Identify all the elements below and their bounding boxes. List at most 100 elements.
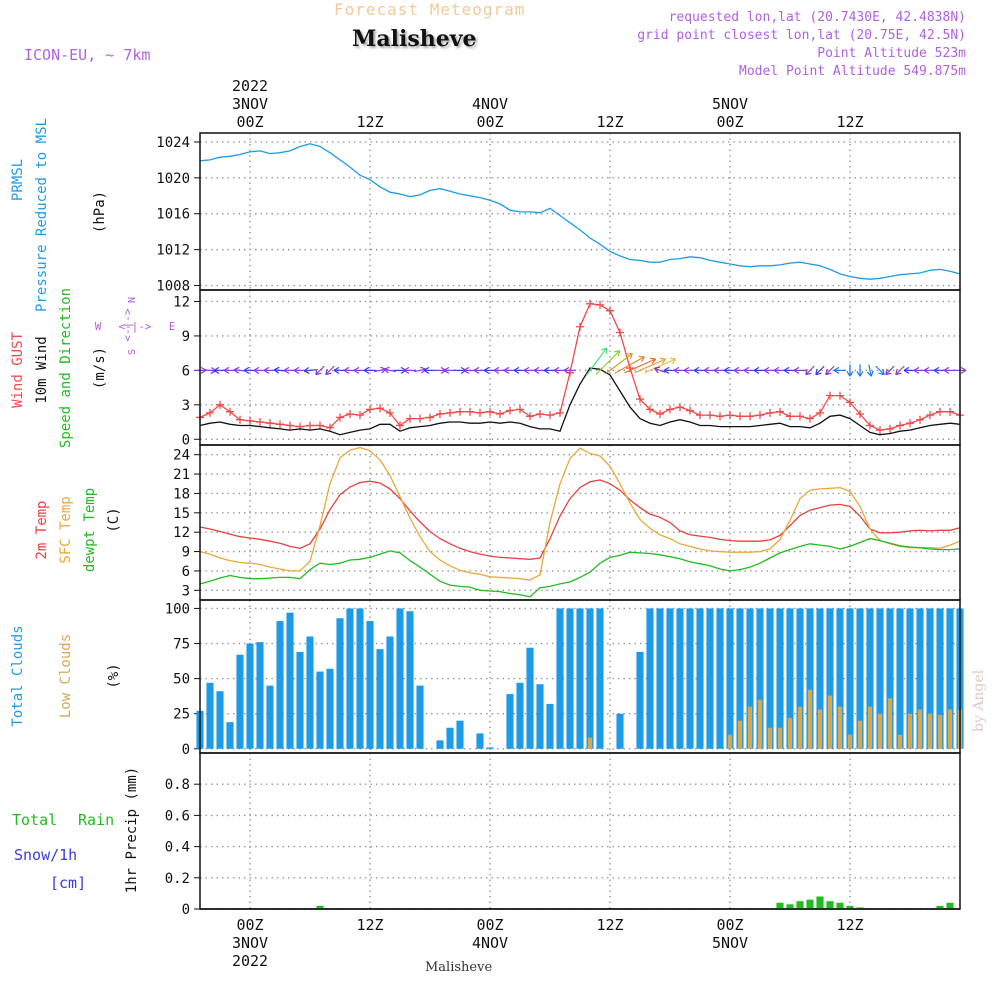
gust-marker bbox=[916, 415, 924, 424]
gust-marker bbox=[536, 410, 544, 418]
wind-arrow-head bbox=[483, 366, 490, 374]
wind-arrow-head bbox=[553, 366, 560, 374]
wind-arrow bbox=[315, 365, 325, 376]
top-date-label: 2022 bbox=[232, 77, 268, 95]
cloud-low-bar bbox=[777, 727, 783, 749]
precip-bar bbox=[816, 896, 824, 909]
gust-marker bbox=[666, 405, 674, 414]
panel-temperature: 3 6 9 12 15 18 21 24 bbox=[173, 445, 961, 600]
wind-arrow-head bbox=[723, 366, 730, 374]
wind-arrow-head bbox=[649, 357, 657, 365]
cloud-total-bar bbox=[556, 608, 564, 749]
precip-bar bbox=[796, 901, 804, 909]
y-tick-label: 0.2 bbox=[165, 871, 190, 887]
cloud-total-bar bbox=[666, 608, 674, 749]
wind-arrow-head bbox=[913, 366, 920, 374]
cloud-total-bar bbox=[926, 608, 934, 749]
gust-marker bbox=[796, 412, 804, 421]
cloud-total-bar bbox=[616, 713, 624, 749]
cloud-low-bar bbox=[837, 706, 843, 749]
gust-marker bbox=[766, 408, 774, 417]
cloud-total-bar bbox=[356, 608, 364, 749]
bottom-date-label: 12Z bbox=[356, 916, 383, 934]
wind-arrow-head bbox=[846, 371, 854, 377]
gust-marker bbox=[646, 405, 654, 414]
cloud-total-bar bbox=[576, 608, 584, 749]
precip-bar bbox=[946, 902, 954, 909]
panel-frame bbox=[199, 132, 961, 291]
gust-marker bbox=[886, 424, 894, 433]
grid-point-coords: grid point closest lon,lat (20.75E, 42.5… bbox=[637, 28, 966, 43]
bottom-date-label: 3NOV bbox=[232, 934, 268, 952]
bottom-date-label: 12Z bbox=[836, 916, 863, 934]
temp-2m-label: 2m Temp bbox=[34, 500, 50, 559]
wind-arrow bbox=[303, 369, 317, 372]
gust-marker bbox=[436, 410, 444, 418]
panel-frame bbox=[199, 752, 961, 910]
gust-marker bbox=[516, 405, 524, 414]
y-tick-label: 100 bbox=[165, 601, 190, 617]
gust-marker bbox=[686, 406, 694, 415]
wind-arrow-head bbox=[683, 366, 690, 374]
cloud-total-bar bbox=[526, 647, 534, 749]
gust-marker bbox=[696, 411, 704, 420]
low-clouds-label: Low Clouds bbox=[58, 634, 74, 718]
y-tick-label: 0 bbox=[182, 742, 190, 758]
cloud-total-bar bbox=[566, 608, 574, 749]
cloud-total-bar bbox=[686, 608, 694, 749]
gust-marker bbox=[376, 404, 384, 413]
cloud-total-bar bbox=[946, 608, 954, 749]
wind-10m-label: 10m Wind bbox=[34, 336, 50, 403]
wind-arrow-head bbox=[283, 366, 290, 374]
gust-marker bbox=[206, 408, 214, 417]
y-tick-label: 0.6 bbox=[165, 808, 190, 824]
wind-arrow-head bbox=[773, 366, 780, 374]
cloud-low-bar bbox=[877, 713, 883, 749]
precip-total-label: Total bbox=[12, 811, 57, 829]
wind-arrow-head bbox=[903, 366, 910, 374]
gust-marker bbox=[616, 328, 624, 337]
total-clouds-label: Total Clouds bbox=[10, 625, 26, 726]
wind-line bbox=[199, 367, 961, 436]
gust-marker bbox=[856, 410, 864, 418]
temp-sfc-line bbox=[199, 446, 961, 581]
panel-wind: 0 3 6 9 12 N S W E <-|-><-|-> bbox=[95, 290, 967, 448]
cloud-total-bar bbox=[236, 654, 244, 749]
gust-marker bbox=[876, 426, 884, 435]
cloud-total-bar bbox=[326, 668, 334, 749]
gust-marker bbox=[746, 412, 754, 421]
y-tick-label: 6 bbox=[182, 564, 190, 580]
cloud-total-bar bbox=[636, 651, 644, 749]
wind-arrow-head bbox=[783, 366, 790, 374]
panel-clouds: 0 25 50 75 100 bbox=[165, 600, 964, 758]
cloud-total-bar bbox=[286, 612, 294, 749]
cloud-total-bar bbox=[266, 685, 274, 749]
wind-arrow-head bbox=[659, 357, 667, 365]
cloud-low-bar bbox=[807, 689, 813, 749]
temp-sfc-label: SFC Temp bbox=[58, 496, 74, 563]
wind-arrow bbox=[868, 364, 872, 377]
wind-arrow-head bbox=[663, 366, 670, 374]
cloud-total-bar bbox=[656, 608, 664, 749]
cloud-low-bar bbox=[817, 709, 823, 749]
top-date-label: 4NOV bbox=[472, 95, 508, 113]
cloud-total-bar bbox=[866, 608, 874, 749]
gust-marker bbox=[466, 407, 474, 416]
wind-arrow bbox=[825, 365, 835, 376]
gust-marker bbox=[336, 413, 344, 422]
cloud-total-bar bbox=[316, 671, 324, 749]
gust-marker bbox=[416, 414, 424, 423]
precip-bar bbox=[836, 902, 844, 909]
y-tick-label: 9 bbox=[182, 329, 190, 345]
cloud-total-bar bbox=[806, 608, 814, 749]
cloud-total-bar bbox=[796, 608, 804, 749]
cloud-total-bar bbox=[336, 618, 344, 749]
y-tick-label: 1008 bbox=[156, 279, 190, 295]
gust-marker bbox=[236, 415, 244, 424]
wind-arrow-head bbox=[885, 368, 892, 376]
gust-marker bbox=[276, 420, 284, 429]
y-tick-label: 75 bbox=[173, 637, 190, 653]
gust-marker bbox=[636, 395, 644, 404]
gust-marker bbox=[896, 421, 904, 430]
wind-arrow-head bbox=[825, 368, 832, 376]
